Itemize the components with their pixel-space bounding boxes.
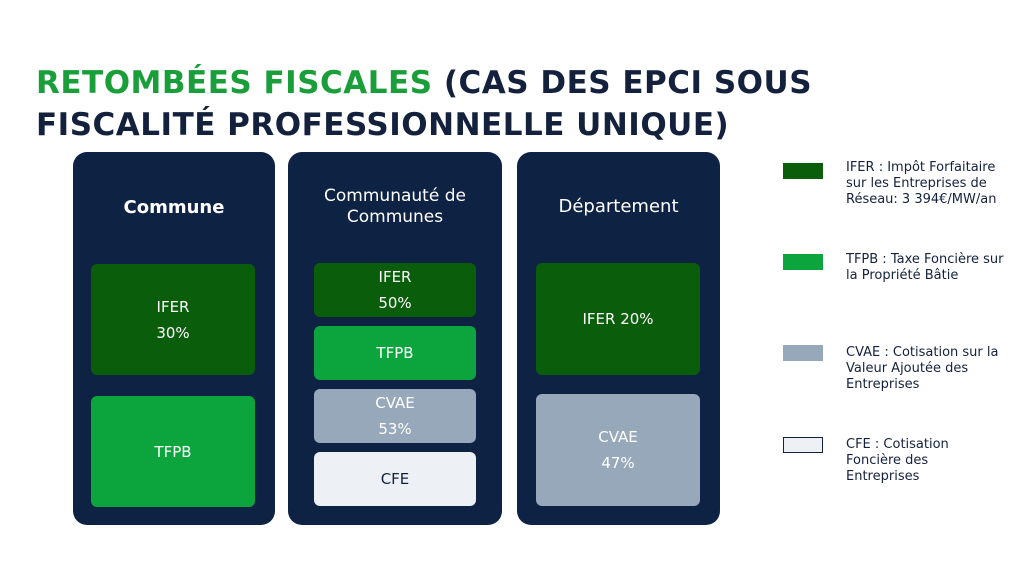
legend-swatch-cvae (783, 345, 823, 361)
slide-title: Retombées fiscales (cas des EPCi sous fi… (36, 62, 996, 146)
box-cvae-departement: CVAE 47% (536, 394, 700, 506)
box-tfpb-commune: TFPB (91, 396, 255, 507)
legend-swatch-tfpb (783, 254, 823, 270)
panel-commune: Commune IFER 30% TFPB (73, 152, 275, 525)
box-ifer-commune-label: IFER (156, 297, 190, 316)
box-ifer-departement: IFER 20% (536, 263, 700, 375)
panel-title-departement: Département (558, 196, 679, 217)
box-cvae-communaute: CVAE 53% (314, 389, 476, 443)
legend-text-cfe: CFE : Cotisation Foncière des Entreprise… (846, 437, 949, 484)
legend-text-ifer: IFER : Impôt Forfaitaire sur les Entrepr… (846, 160, 997, 207)
box-cvae-communaute-label: CVAE (375, 394, 415, 412)
box-tfpb-communaute-label: TFPB (376, 344, 414, 362)
box-ifer-commune: IFER 30% (91, 264, 255, 375)
panel-communaute: Communauté de Communes IFER 50% TFPB CVA… (288, 152, 502, 525)
legend-text-cvae: CVAE : Cotisation sur la Valeur Ajoutée … (846, 345, 999, 392)
panel-title-communaute: Communauté de Communes (324, 186, 466, 227)
box-cvae-departement-label: CVAE (598, 428, 638, 446)
legend-swatch-ifer (783, 163, 823, 179)
slide-title-highlight: Retombées fiscales (36, 65, 433, 101)
box-tfpb-communaute: TFPB (314, 326, 476, 380)
legend-text-tfpb: TFPB : Taxe Foncière sur la Propriété Bâ… (846, 252, 1004, 283)
box-tfpb-commune-label: TFPB (154, 442, 192, 461)
panel-title-commune: Commune (123, 197, 225, 218)
box-ifer-communaute: IFER 50% (314, 263, 476, 317)
slide-title-rest: (cas des EPCi sous fiscalité professionn… (36, 65, 813, 143)
box-ifer-commune-value: 30% (156, 323, 190, 342)
box-ifer-communaute-value: 50% (378, 294, 412, 312)
box-ifer-departement-label: IFER 20% (582, 310, 654, 328)
panel-departement: Département IFER 20% CVAE 47% (517, 152, 720, 525)
box-cvae-communaute-value: 53% (378, 420, 412, 438)
legend-swatch-cfe (783, 437, 823, 453)
box-ifer-communaute-label: IFER (378, 268, 412, 286)
box-cfe-communaute-label: CFE (380, 470, 410, 488)
box-cfe-communaute: CFE (314, 452, 476, 506)
box-cvae-departement-value: 47% (601, 454, 635, 472)
